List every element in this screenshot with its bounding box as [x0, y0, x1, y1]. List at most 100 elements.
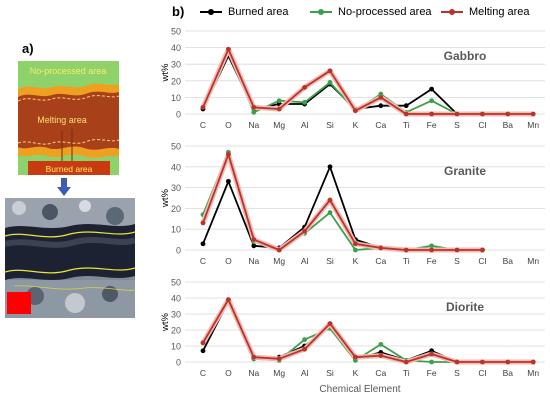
x-tick-label: Al: [301, 120, 309, 130]
legend-label: Melting area: [469, 6, 530, 18]
data-point-melting: [327, 321, 333, 326]
y-axis-label: wt%: [160, 63, 171, 83]
x-tick-label: Fe: [427, 368, 437, 378]
x-tick-label: Na: [248, 368, 259, 378]
x-tick-label: S: [454, 120, 460, 130]
legend-item-melting: Melting area: [441, 4, 530, 20]
x-tick-label: O: [225, 368, 232, 378]
data-point-melting: [403, 247, 409, 253]
panel-a-label: a): [22, 41, 34, 56]
y-tick-label: 40: [171, 43, 181, 53]
data-point-melting: [429, 111, 434, 117]
x-tick-label: Al: [301, 256, 309, 266]
legend-label: Burned area: [228, 6, 289, 18]
data-point-melting: [276, 106, 282, 112]
x-tick-label: Ca: [375, 120, 386, 130]
data-point-burned: [226, 178, 231, 184]
data-point-melting: [251, 354, 257, 360]
data-point-melting: [403, 359, 409, 365]
data-point-melting: [251, 237, 257, 243]
y-tick-label: 20: [171, 76, 181, 86]
data-point-melting: [200, 220, 206, 226]
data-point-melting: [454, 111, 460, 117]
zone-schematic: No-processed area Melting area Burned ar…: [18, 61, 119, 175]
data-point-no_processed: [429, 243, 434, 249]
y-tick-label: 0: [176, 358, 181, 368]
y-tick-label: 30: [171, 310, 181, 320]
data-point-no_processed: [353, 247, 358, 253]
y-tick-label: 20: [171, 204, 181, 214]
series-line-melting: [202, 48, 534, 115]
data-point-melting: [480, 247, 485, 253]
melting-zone: [18, 91, 119, 150]
burned-area-box: [28, 161, 110, 175]
data-point-melting: [200, 340, 206, 346]
series-line-melting: [202, 298, 534, 363]
x-tick-label: Na: [248, 256, 259, 266]
x-tick-label: Si: [326, 120, 334, 130]
y-tick-label: 10: [171, 93, 181, 103]
x-tick-label: Al: [301, 368, 309, 378]
data-point-burned: [200, 241, 206, 247]
chart-title: Diorite: [446, 300, 484, 314]
data-point-melting: [302, 346, 307, 352]
legend-swatch: [310, 9, 332, 15]
melting-area-label: Melting area: [37, 115, 87, 125]
data-point-melting: [226, 151, 231, 157]
x-tick-label: Na: [248, 120, 259, 130]
y-tick-label: 10: [171, 225, 181, 235]
x-tick-label: C: [200, 120, 206, 130]
data-point-burned: [429, 86, 434, 92]
x-axis-label: Chemical Element: [319, 384, 400, 395]
data-point-no_processed: [302, 337, 307, 342]
x-tick-label: Ba: [503, 368, 514, 378]
data-point-melting: [276, 356, 282, 362]
x-tick-label: Ti: [403, 368, 410, 378]
data-point-melting: [251, 104, 257, 110]
x-tick-label: Cl: [478, 120, 486, 130]
y-tick-label: 30: [171, 183, 181, 193]
data-point-melting: [353, 241, 358, 247]
data-point-melting: [302, 85, 307, 90]
data-point-melting: [403, 111, 409, 117]
x-tick-label: Cl: [478, 368, 486, 378]
y-tick-label: 40: [171, 162, 181, 172]
x-tick-label: C: [200, 368, 206, 378]
data-point-melting: [505, 359, 511, 365]
rock-surface-photo: [5, 198, 135, 318]
x-tick-label: Ti: [403, 256, 410, 266]
data-point-no_processed: [276, 98, 282, 104]
data-point-no_processed: [327, 80, 333, 85]
x-tick-label: O: [225, 256, 232, 266]
no-processed-label: No-processed area: [30, 66, 107, 76]
legend-swatch: [441, 9, 463, 15]
x-tick-label: Mg: [273, 368, 285, 378]
y-tick-label: 50: [171, 27, 181, 37]
data-point-burned: [378, 103, 384, 109]
x-tick-label: Fe: [427, 120, 437, 130]
y-tick-label: 0: [176, 110, 181, 120]
data-point-no_processed: [302, 99, 307, 105]
data-point-melting: [200, 104, 206, 110]
y-tick-label: 30: [171, 60, 181, 70]
data-point-melting: [353, 108, 358, 114]
data-point-no_processed: [378, 342, 384, 347]
data-point-melting: [226, 46, 231, 52]
x-tick-label: C: [200, 256, 206, 266]
legend-item-no-processed: No-processed area: [310, 4, 432, 20]
series-line-melting: [202, 153, 483, 251]
down-arrow-icon: [57, 178, 71, 196]
x-tick-label: S: [454, 256, 460, 266]
x-tick-label: Cl: [478, 256, 486, 266]
x-tick-label: Fe: [427, 256, 437, 266]
data-point-burned: [327, 164, 333, 170]
data-point-melting: [276, 247, 282, 253]
x-tick-label: Si: [326, 368, 334, 378]
y-tick-label: 0: [176, 246, 181, 256]
x-tick-label: Ba: [503, 120, 514, 130]
x-tick-label: Si: [326, 256, 334, 266]
data-point-melting: [327, 68, 333, 74]
data-point-melting: [480, 359, 485, 365]
